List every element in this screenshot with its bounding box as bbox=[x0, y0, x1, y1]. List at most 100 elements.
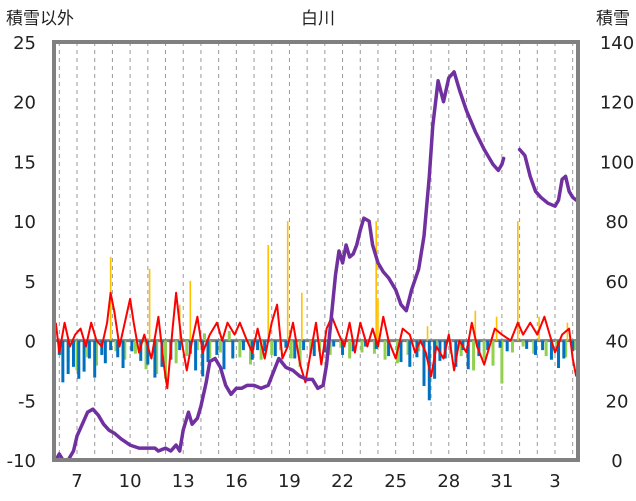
precip-spike bbox=[286, 221, 289, 341]
line-series bbox=[54, 70, 578, 462]
precip-bar bbox=[66, 340, 70, 375]
precip-bar bbox=[263, 340, 267, 352]
y-left-tick-label: 15 bbox=[13, 152, 36, 173]
precip-spike bbox=[566, 322, 569, 341]
y-left-tick-label: 20 bbox=[13, 93, 36, 114]
precip-bar bbox=[549, 340, 553, 360]
precip-bar bbox=[422, 340, 426, 386]
light-bar bbox=[259, 340, 263, 360]
light-bar bbox=[372, 340, 376, 354]
precip-bar bbox=[387, 340, 391, 357]
precip-bar bbox=[231, 340, 235, 359]
precip-spike bbox=[267, 245, 270, 341]
precip-bar bbox=[293, 340, 297, 359]
precip-bar bbox=[116, 340, 120, 358]
light-bar bbox=[406, 340, 410, 355]
precip-bar bbox=[87, 340, 91, 359]
light-bar bbox=[572, 340, 576, 351]
precip-bar bbox=[215, 340, 219, 355]
light-bar bbox=[434, 340, 438, 351]
light-bar bbox=[500, 340, 504, 384]
light-bar bbox=[195, 340, 199, 351]
light-bar bbox=[348, 340, 352, 359]
x-tick-label: 31 bbox=[490, 471, 513, 492]
precip-spike bbox=[474, 310, 477, 341]
precip-bar bbox=[312, 340, 316, 357]
light-bar bbox=[289, 340, 293, 359]
y-left-tick-label: 0 bbox=[25, 332, 36, 353]
precip-bar bbox=[256, 340, 260, 351]
precip-bar bbox=[332, 340, 336, 347]
light-bar bbox=[144, 340, 148, 370]
y-left-tick-label: -10 bbox=[7, 451, 36, 472]
precip-bar bbox=[100, 340, 104, 355]
light-bar bbox=[133, 340, 137, 354]
precip-bar bbox=[562, 340, 566, 359]
y-left-tick-label: 5 bbox=[25, 272, 36, 293]
light-bar bbox=[94, 340, 98, 366]
y-right-tick-label: 120 bbox=[600, 93, 634, 114]
x-tick-label: 13 bbox=[172, 471, 195, 492]
y-right-tick-label: 140 bbox=[600, 33, 634, 54]
precip-bar bbox=[498, 340, 502, 348]
light-bar bbox=[491, 340, 495, 366]
precip-bar bbox=[273, 340, 277, 357]
precip-bar bbox=[201, 340, 205, 377]
x-tick-label: 7 bbox=[71, 471, 82, 492]
light-bar bbox=[521, 340, 525, 347]
tick-labels: 25 20 15 10 5 0 -5 -10 140 120 100 80 60 40 20 0 7 10 13 16… bbox=[7, 33, 635, 492]
precip-bar bbox=[302, 340, 306, 351]
precip-bar bbox=[408, 340, 412, 367]
x-tick-label: 16 bbox=[225, 471, 248, 492]
x-tick-label: 22 bbox=[331, 471, 354, 492]
precip-bar bbox=[206, 340, 210, 363]
y-right-tick-label: 100 bbox=[600, 152, 634, 173]
light-bar bbox=[227, 331, 231, 341]
light-bar bbox=[298, 340, 302, 367]
precip-bar bbox=[284, 340, 288, 348]
precip-bar bbox=[486, 340, 490, 351]
precip-spike bbox=[301, 292, 303, 341]
precip-bar bbox=[222, 340, 226, 370]
precip-bar bbox=[178, 340, 182, 351]
precip-bar bbox=[541, 340, 545, 351]
precip-spike bbox=[517, 221, 519, 341]
left-axis-title: 積雪以外 bbox=[6, 9, 74, 29]
light-bar bbox=[482, 340, 486, 360]
precip-bar bbox=[399, 340, 403, 363]
precip-bar bbox=[505, 340, 509, 352]
temperature-line bbox=[54, 291, 578, 390]
y-right-tick-label: 0 bbox=[611, 451, 622, 472]
light-bar bbox=[208, 340, 212, 359]
right-axis-title: 積雪 bbox=[596, 9, 630, 29]
light-bar bbox=[270, 340, 274, 355]
precip-bar bbox=[121, 340, 125, 369]
chart-title: 白川 bbox=[301, 9, 335, 29]
x-tick-label: 10 bbox=[119, 471, 142, 492]
light-bar bbox=[218, 340, 222, 353]
precip-spike bbox=[495, 316, 498, 341]
precip-bar bbox=[534, 340, 538, 355]
precip-spike bbox=[148, 268, 151, 341]
precip-bar bbox=[146, 340, 150, 365]
light-bar bbox=[360, 340, 364, 353]
light-bar bbox=[155, 340, 159, 375]
precip-spike bbox=[375, 221, 377, 341]
light-bar bbox=[511, 340, 514, 353]
precip-bar bbox=[571, 340, 575, 352]
precip-bar bbox=[153, 340, 157, 378]
light-bar bbox=[174, 340, 178, 364]
precip-bar bbox=[525, 340, 529, 349]
y-left-tick-label: -5 bbox=[18, 391, 36, 412]
precip-bar bbox=[82, 340, 86, 372]
y-right-tick-label: 80 bbox=[606, 212, 629, 233]
x-tick-label: 3 bbox=[549, 471, 560, 492]
plot-frame bbox=[52, 40, 580, 462]
light-bar bbox=[459, 340, 463, 357]
precip-bar bbox=[61, 340, 65, 383]
light-bar bbox=[249, 340, 252, 365]
light-bar bbox=[532, 340, 536, 354]
light-bar bbox=[383, 340, 387, 360]
precip-bar bbox=[241, 340, 245, 351]
